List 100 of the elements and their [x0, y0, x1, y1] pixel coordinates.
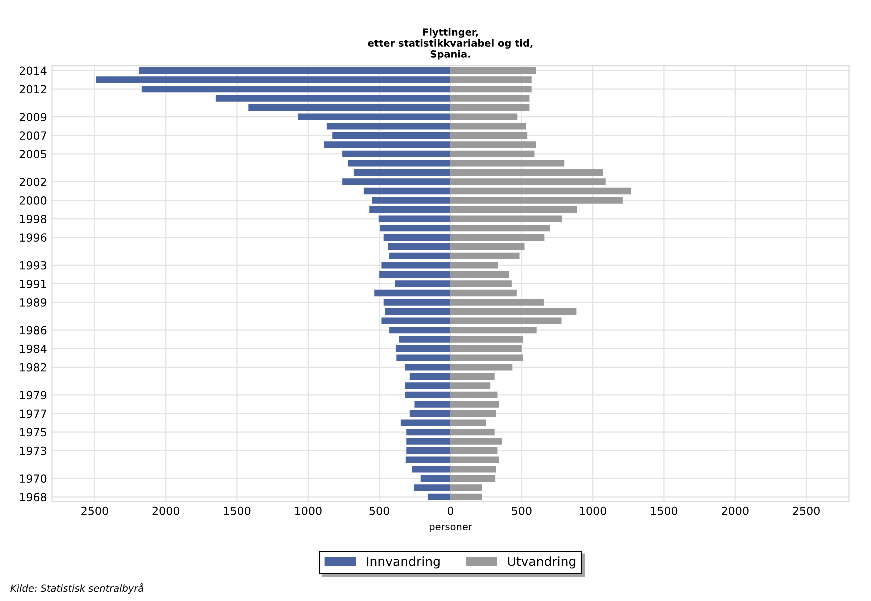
bar	[450, 244, 525, 250]
bar	[450, 354, 524, 362]
bar	[406, 456, 451, 464]
bar	[450, 252, 520, 260]
y-tick-label: 1979	[20, 391, 47, 400]
bar	[450, 123, 526, 130]
x-tick-label: 500	[512, 506, 532, 516]
y-tick-label: 2002	[20, 178, 46, 186]
y-tick-label: 2000	[20, 196, 47, 205]
bar	[380, 225, 451, 232]
bar	[354, 169, 451, 176]
bar	[450, 104, 530, 112]
bar	[410, 410, 451, 418]
bar	[326, 123, 451, 130]
bar	[374, 290, 451, 297]
y-tick-label: 2005	[20, 150, 46, 159]
x-tick-label: 2000	[722, 506, 749, 516]
bar	[450, 76, 532, 84]
x-tick-label: 1000	[580, 506, 606, 516]
bar	[450, 142, 536, 148]
x-tick-label: 1500	[651, 506, 678, 516]
y-tick-label: 1989	[20, 298, 47, 307]
x-tick-label: 2000	[152, 506, 180, 516]
bar	[380, 271, 451, 278]
bar	[372, 197, 451, 204]
text: Kilde: Statistisk sentralbyrå	[10, 583, 144, 594]
bar	[450, 225, 550, 232]
bar	[406, 448, 451, 454]
bar	[450, 280, 512, 288]
y-tick-label: 1984	[20, 344, 47, 354]
bar	[450, 299, 544, 306]
bar	[450, 95, 530, 102]
bar	[405, 364, 451, 371]
x-tick-label: 2500	[793, 506, 820, 516]
bar	[450, 188, 632, 195]
bar	[450, 410, 496, 418]
bar	[324, 142, 451, 148]
bar	[450, 420, 486, 426]
bar	[388, 244, 451, 250]
x-tick-label: 500	[370, 506, 390, 516]
bar	[332, 132, 451, 139]
bar	[396, 354, 451, 362]
bar	[412, 466, 451, 473]
x-tick-label: 1000	[296, 506, 322, 516]
y-tick-label: 1991	[20, 280, 46, 288]
bar	[450, 86, 532, 93]
bar	[406, 438, 451, 445]
bar	[406, 428, 451, 436]
bar	[395, 280, 451, 288]
y-tick-label: 1968	[20, 493, 47, 502]
bar	[248, 104, 451, 112]
bar	[450, 373, 495, 380]
bar	[450, 216, 562, 222]
bar	[382, 318, 451, 324]
y-tick-label: 2012	[20, 85, 46, 94]
legend-label: Utvandring	[508, 556, 576, 569]
bar	[450, 262, 498, 269]
bar	[364, 188, 451, 195]
bar	[420, 475, 451, 482]
y-tick-label: 2014	[20, 66, 47, 76]
bar	[384, 299, 451, 306]
bar	[342, 150, 451, 158]
y-tick-label: 1986	[20, 326, 47, 335]
x-tick-label: 2500	[82, 506, 108, 516]
bar	[390, 326, 451, 334]
bar	[450, 132, 528, 139]
bar	[390, 252, 451, 260]
bar	[216, 95, 451, 102]
y-tick-label: 1982	[20, 363, 46, 372]
y-tick-label: 2007	[20, 132, 46, 140]
y-tick-label: 1977	[20, 410, 46, 418]
bar	[450, 428, 495, 436]
bar	[410, 373, 451, 380]
bar	[450, 197, 623, 204]
bar	[450, 290, 517, 297]
bar	[405, 382, 451, 390]
bar	[450, 456, 500, 464]
bar	[370, 206, 451, 214]
bar	[142, 86, 451, 93]
bar	[450, 466, 496, 473]
bar	[450, 392, 498, 399]
y-tick-label: 2009	[20, 113, 47, 122]
bar	[450, 336, 524, 343]
bar	[400, 336, 451, 343]
bar	[450, 114, 518, 120]
bar	[298, 114, 451, 120]
bar	[400, 420, 451, 426]
bar	[450, 67, 536, 74]
bar	[450, 169, 604, 176]
bar	[450, 438, 502, 445]
x-axis-title: personer	[430, 524, 472, 532]
bar	[450, 178, 606, 186]
y-tick-label: 1970	[20, 474, 47, 484]
bar	[428, 494, 451, 501]
x-tick-label: 1500	[224, 506, 251, 516]
y-tick-label: 1973	[20, 446, 47, 456]
bar	[450, 326, 537, 334]
bar	[450, 401, 500, 408]
bar	[414, 401, 451, 408]
chart-title: Flyttinger, etter statistikkvariabel og tid, Spania.	[368, 28, 533, 60]
